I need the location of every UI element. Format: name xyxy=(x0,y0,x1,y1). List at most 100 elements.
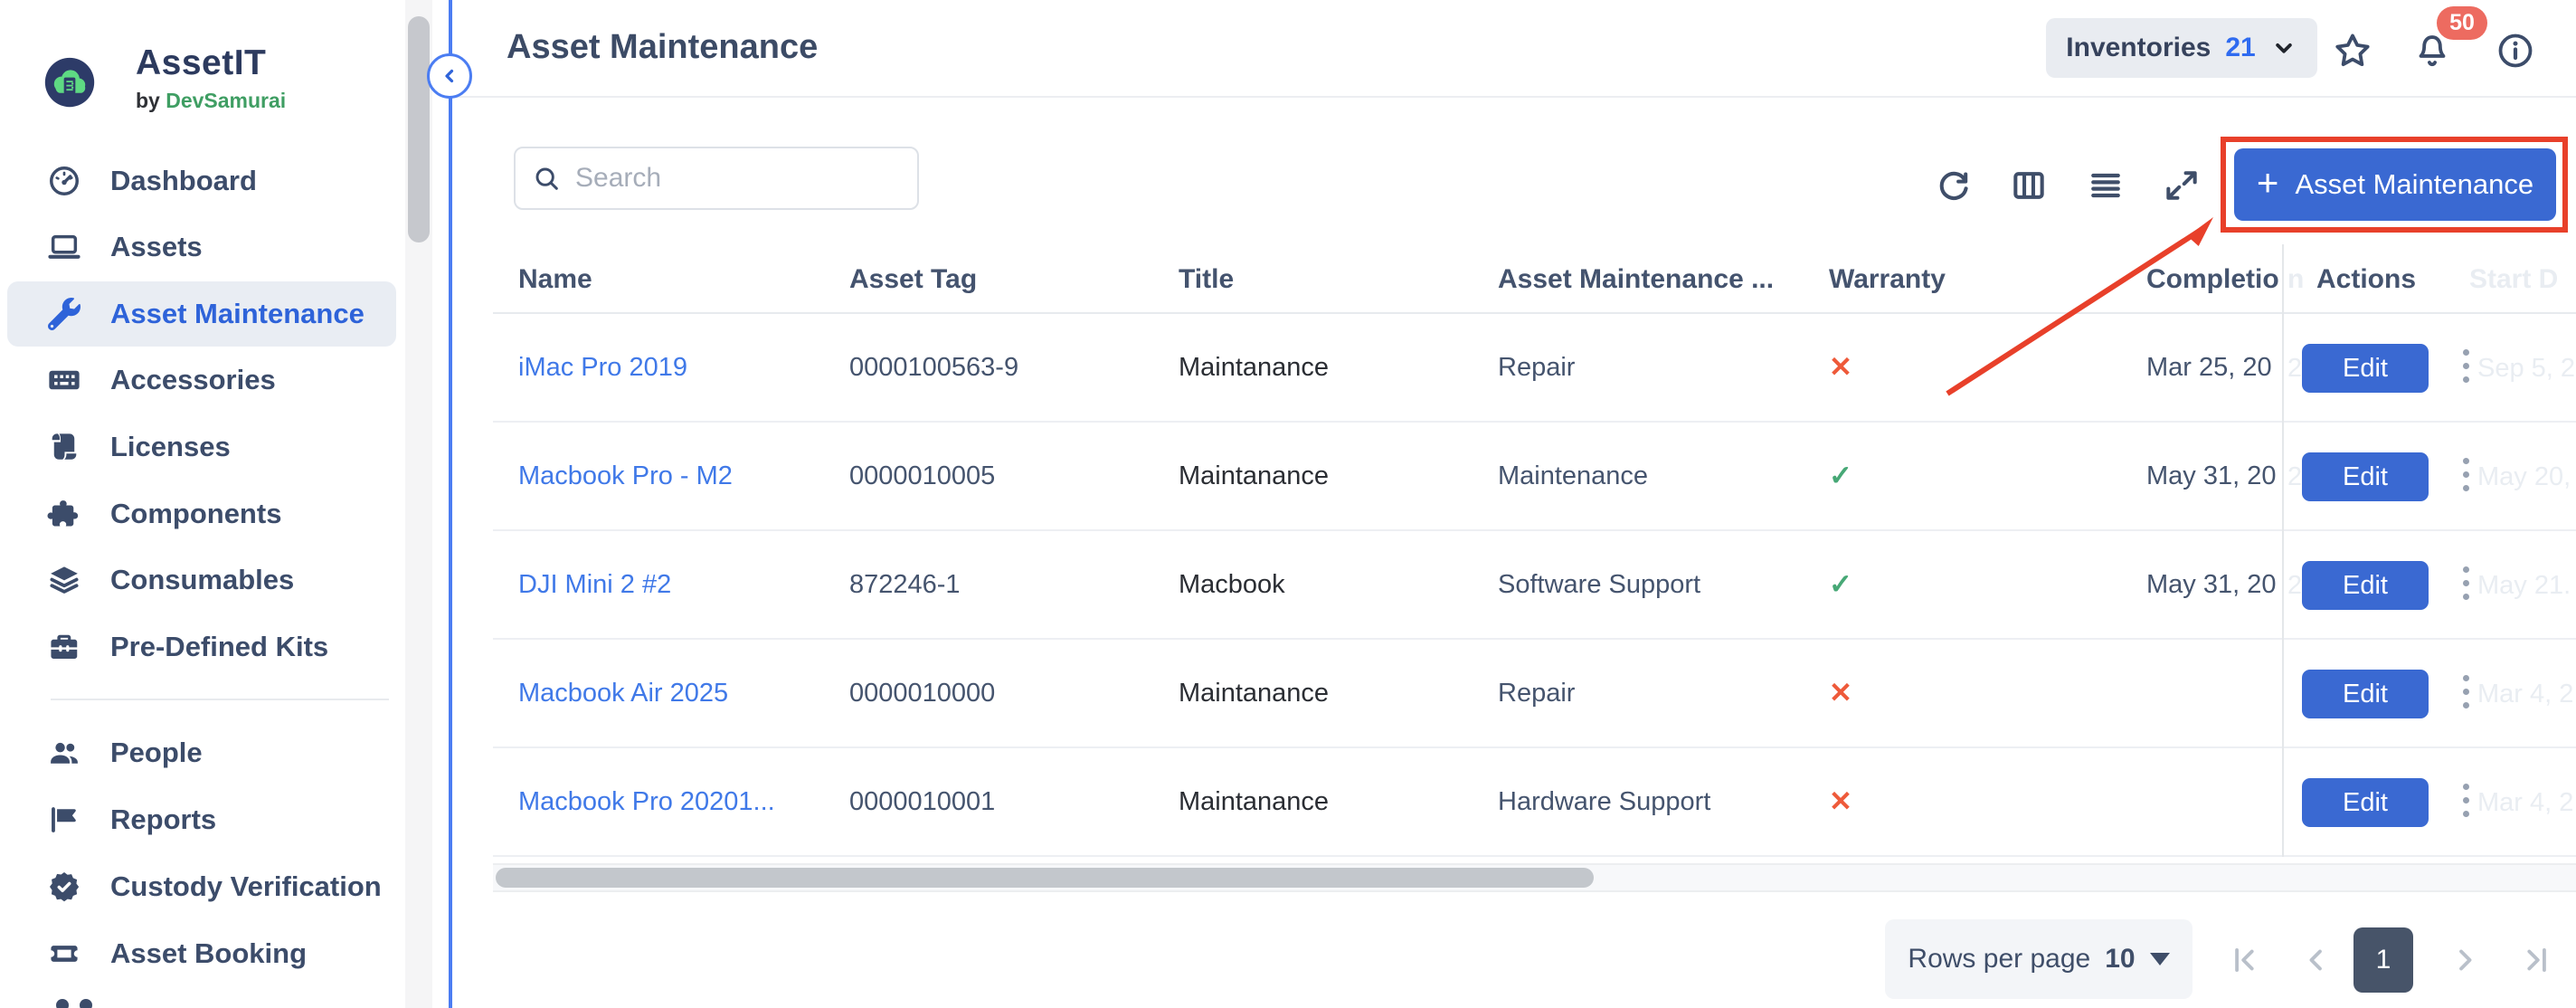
asset-tag-cell: 0000010005 xyxy=(849,461,996,490)
row-menu-kebab-icon[interactable] xyxy=(2461,673,2471,710)
sidebar-item-assets[interactable]: Assets xyxy=(7,214,396,280)
sidebar-item-pre-defined-kits[interactable]: Pre-Defined Kits xyxy=(7,614,396,680)
maintenance-type-cell: Hardware Support xyxy=(1498,786,1711,816)
sidebar-item-components[interactable]: Components xyxy=(7,481,396,547)
sidebar-scrollbar-thumb[interactable] xyxy=(408,16,430,242)
toolbox-icon xyxy=(45,628,83,666)
asset-name-link[interactable]: DJI Mini 2 #2 xyxy=(518,569,672,599)
add-asset-maintenance-button[interactable]: + Asset Maintenance xyxy=(2234,148,2556,221)
density-icon[interactable] xyxy=(2086,166,2126,205)
fullscreen-icon[interactable] xyxy=(2162,166,2202,205)
sidebar-item-label: Licenses xyxy=(110,431,231,462)
maintenance-type-cell: Maintenance xyxy=(1498,461,1649,490)
columns-icon[interactable] xyxy=(2009,166,2049,205)
ghost-start-date: Mar 4, 2 xyxy=(2477,679,2574,708)
actions-row: Edit Mar 4, 2 xyxy=(2284,748,2576,857)
sidebar: AssetIT by DevSamurai Dashboard Assets A… xyxy=(0,0,403,1008)
rows-per-page-select[interactable]: Rows per page 10 xyxy=(1885,919,2192,999)
actions-row: 24 Edit May 20, xyxy=(2284,423,2576,531)
maintenance-type-cell: Repair xyxy=(1498,678,1576,708)
last-page-button[interactable] xyxy=(2520,943,2554,977)
sidebar-splitter xyxy=(449,0,452,1008)
info-icon[interactable] xyxy=(2495,30,2536,71)
keyboard-icon xyxy=(45,361,83,399)
edit-button[interactable]: Edit xyxy=(2302,561,2429,610)
sidebar-divider xyxy=(51,699,389,700)
current-page-button[interactable]: 1 xyxy=(2353,927,2413,993)
users-icon xyxy=(45,734,83,772)
sidebar-item-asset-booking[interactable]: Asset Booking xyxy=(7,921,396,986)
sidebar-item-dashboard[interactable]: Dashboard xyxy=(7,148,396,214)
favorite-star-icon[interactable] xyxy=(2332,30,2373,71)
sidebar-item-people[interactable]: People xyxy=(7,720,396,785)
warranty-mark: ✕ xyxy=(1829,677,1852,708)
asset-name-link[interactable]: Macbook Pro - M2 xyxy=(518,461,733,490)
sidebar-item-label: Pre-Defined Kits xyxy=(110,631,329,662)
rows-per-page-label: Rows per page xyxy=(1908,944,2091,974)
search-input[interactable] xyxy=(573,162,901,195)
sidebar-item-licenses[interactable]: Licenses xyxy=(7,414,396,480)
warranty-mark: ✓ xyxy=(1829,568,1852,600)
sidebar-item-label: Reports xyxy=(110,804,217,835)
sidebar-item-consumables[interactable]: Consumables xyxy=(7,547,396,613)
ghost-start-date: May 21. xyxy=(2477,570,2571,600)
warranty-mark: ✕ xyxy=(1829,785,1852,817)
sidebar-item-accessories[interactable]: Accessories xyxy=(7,347,396,413)
row-menu-kebab-icon[interactable] xyxy=(2461,565,2471,602)
column-header-asset-tag[interactable]: Asset Tag xyxy=(849,263,978,294)
rows-per-page-value: 10 xyxy=(2105,944,2136,974)
badge-check-icon xyxy=(45,868,83,906)
inventories-label: Inventories xyxy=(2066,33,2211,62)
asset-name-link[interactable]: iMac Pro 2019 xyxy=(518,352,687,382)
title-cell: Maintanance xyxy=(1179,352,1330,382)
sidebar-item-asset-maintenance[interactable]: Asset Maintenance xyxy=(7,281,396,347)
row-menu-kebab-icon[interactable] xyxy=(2461,782,2471,819)
sidebar-collapse-button[interactable] xyxy=(427,53,472,99)
wrench-icon xyxy=(45,295,83,333)
previous-page-button[interactable] xyxy=(2299,943,2334,977)
table-row: Macbook Air 2025 0000010000 Maintanance … xyxy=(493,640,2576,748)
column-header-maintenance-type[interactable]: Asset Maintenance ... xyxy=(1498,263,1775,294)
refresh-icon[interactable] xyxy=(1934,166,1974,205)
asset-name-link[interactable]: Macbook Pro 20201... xyxy=(518,786,775,816)
notifications-bell-icon[interactable] xyxy=(2411,30,2453,71)
column-header-completion[interactable]: Completio xyxy=(2146,263,2279,294)
asset-name-link[interactable]: Macbook Air 2025 xyxy=(518,678,729,708)
title-cell: Maintanance xyxy=(1179,461,1330,490)
asset-tag-cell: 0000100563-9 xyxy=(849,352,1019,382)
header-divider xyxy=(452,96,2576,98)
sidebar-item-reports[interactable]: Reports xyxy=(7,787,396,852)
row-menu-kebab-icon[interactable] xyxy=(2461,456,2471,493)
asset-tag-cell: 872246-1 xyxy=(849,569,961,599)
actions-row: Edit Mar 4, 2 xyxy=(2284,640,2576,748)
column-header-warranty[interactable]: Warranty xyxy=(1829,263,1946,294)
edit-button[interactable]: Edit xyxy=(2302,778,2429,827)
table-horizontal-scrollbar-thumb[interactable] xyxy=(496,868,1594,888)
maintenance-type-cell: Software Support xyxy=(1498,569,1701,599)
asset-tag-cell: 0000010001 xyxy=(849,786,996,816)
edit-button[interactable]: Edit xyxy=(2302,670,2429,718)
title-cell: Macbook xyxy=(1179,569,1285,599)
maintenance-type-cell: Repair xyxy=(1498,352,1576,382)
table-row: Macbook Pro - M2 0000010005 Maintanance … xyxy=(493,423,2576,531)
column-header-name[interactable]: Name xyxy=(518,263,592,294)
row-menu-kebab-icon[interactable] xyxy=(2461,347,2471,385)
completion-cell: Mar 25, 20 xyxy=(2146,352,2272,382)
ticket-icon xyxy=(45,935,83,973)
plus-icon: + xyxy=(2256,161,2279,204)
edit-button[interactable]: Edit xyxy=(2302,452,2429,501)
app-name: AssetIT xyxy=(136,43,267,82)
ghost-start-date-header: Start D xyxy=(2469,263,2559,294)
edit-button[interactable]: Edit xyxy=(2302,344,2429,393)
notification-count-badge: 50 xyxy=(2437,6,2487,40)
column-header-title[interactable]: Title xyxy=(1179,263,1235,294)
table-row: DJI Mini 2 #2 872246-1 Macbook Software … xyxy=(493,531,2576,640)
sidebar-item-custody-verification[interactable]: Custody Verification xyxy=(7,854,396,919)
table-row: iMac Pro 2019 0000100563-9 Maintanance R… xyxy=(493,314,2576,423)
first-page-button[interactable] xyxy=(2227,943,2261,977)
inventories-dropdown[interactable]: Inventories 21 xyxy=(2046,18,2317,78)
ghost-start-date: Sep 5, 2 xyxy=(2477,353,2576,383)
table-horizontal-scrollbar-track xyxy=(493,863,2576,892)
ghost-completion-tail: n xyxy=(2287,263,2305,294)
next-page-button[interactable] xyxy=(2448,943,2482,977)
